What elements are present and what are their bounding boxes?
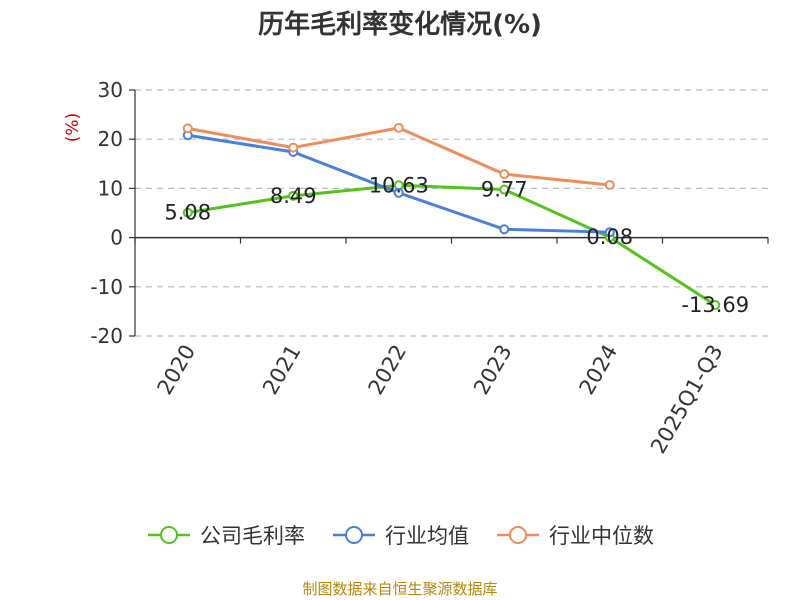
series-lines: [182, 122, 721, 310]
legend-label: 公司毛利率: [200, 524, 305, 548]
data-point: [393, 122, 404, 133]
y-tick-label: 30: [98, 78, 123, 102]
x-tick-label: 2024: [575, 341, 623, 399]
data-point: [288, 190, 299, 201]
x-tick-label: 2020: [153, 341, 201, 399]
y-tick-label: -20: [90, 324, 123, 348]
legend-item-industry-mean[interactable]: 行业均值: [331, 520, 469, 550]
x-tick-label: 2022: [364, 341, 412, 399]
data-point: [288, 142, 299, 153]
legend: 公司毛利率 行业均值 行业中位数: [0, 520, 800, 550]
data-point: [499, 169, 510, 180]
data-label: 5.08: [164, 201, 211, 225]
legend-marker-icon: [148, 526, 190, 544]
y-tick-label: -10: [90, 275, 123, 299]
data-point: [710, 299, 721, 310]
data-point: [182, 207, 193, 218]
x-tick-label: 2025Q1-Q3: [646, 341, 728, 458]
data-point: [393, 187, 404, 198]
y-tick-label: 0: [110, 226, 123, 250]
data-point: [604, 179, 615, 190]
legend-label: 行业均值: [385, 524, 469, 548]
source-note: 制图数据来自恒生聚源数据库: [302, 580, 498, 598]
legend-item-company[interactable]: 公司毛利率: [146, 520, 305, 550]
series-line-0: [187, 183, 717, 307]
legend-item-industry-median[interactable]: 行业中位数: [495, 520, 654, 550]
data-label: 9.77: [481, 178, 528, 202]
legend-marker-icon: [497, 526, 539, 544]
data-label: 8.49: [270, 184, 317, 208]
data-label: 10.63: [369, 173, 429, 197]
data-labels: 5.08 8.49 10.63 9.77 0.08 -13.69: [164, 173, 749, 317]
chart-title: 历年毛利率变化情况(%): [258, 10, 542, 40]
legend-marker-icon: [333, 526, 375, 544]
y-tick-label: 10: [98, 176, 123, 200]
data-point: [182, 123, 193, 134]
y-axis-label: (%): [63, 113, 83, 142]
data-point: [499, 224, 510, 235]
data-label: -13.69: [681, 293, 749, 317]
x-tick-label: 2021: [258, 341, 306, 399]
data-point: [499, 184, 510, 195]
x-tick-label: 2023: [469, 341, 517, 399]
data-point: [604, 227, 615, 238]
legend-label: 行业中位数: [549, 524, 654, 548]
data-label: 0.08: [586, 225, 633, 249]
y-tick-label: 20: [98, 127, 123, 151]
grid-lines: [135, 89, 768, 337]
